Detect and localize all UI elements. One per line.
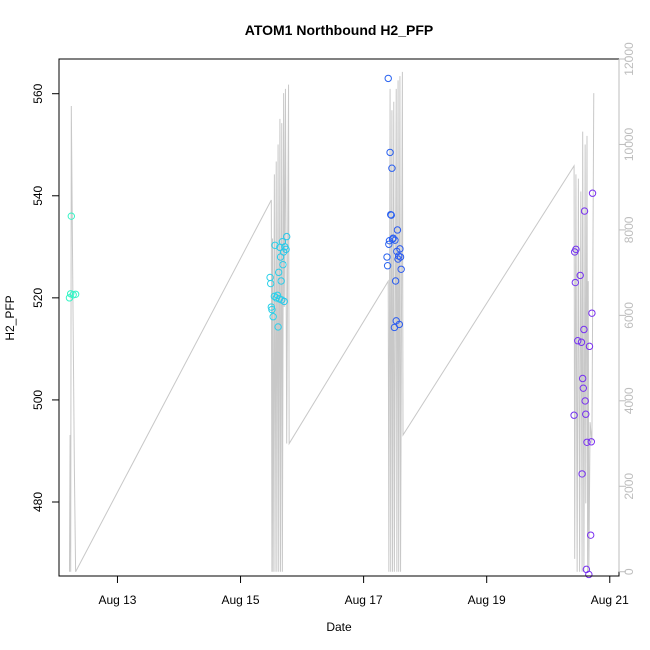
y2-tick-label: 8000 [622,216,636,243]
data-point [578,374,587,383]
data-point [580,207,589,215]
data-point [571,278,580,287]
y2-tick-label: 12000 [622,42,636,76]
data-point [282,245,290,254]
x-axis: Aug 13 Aug 15 Aug 17 Aug 19 Aug 21 [98,575,629,607]
plot-frame [58,58,620,577]
data-point [580,325,588,334]
y-tick-label: 540 [31,185,45,205]
data-point [386,148,394,157]
y2-tick-label: 2000 [622,473,636,500]
data-point [572,245,580,254]
data-point [397,265,405,273]
data-point [579,384,588,392]
data-point [587,438,596,446]
chart-title: ATOM1 Northbound H2_PFP [245,22,433,38]
data-point [581,397,589,405]
data-point [387,211,396,219]
data-point [396,245,404,253]
data-point [391,236,399,244]
data-point [388,164,396,172]
data-point [394,255,402,263]
data-point [274,268,283,277]
x-tick-label: Aug 15 [222,593,260,607]
data-point [395,320,404,329]
x-tick-label: Aug 21 [591,593,629,607]
data-point [585,570,593,579]
data-point [271,241,279,249]
data-point [578,470,586,478]
data-point [280,297,288,306]
y-tick-label: 520 [31,288,45,308]
data-point [385,240,393,248]
y-tick-label: 560 [31,83,45,103]
data-point [576,271,584,280]
y-tick-label: 480 [31,492,45,512]
x-tick-label: Aug 19 [468,593,506,607]
data-point [588,309,596,317]
data-point [71,290,80,298]
y2-tick-label: 10000 [622,127,636,161]
data-point [277,277,285,285]
data-point [384,74,392,83]
data-point [273,291,282,299]
data-point [274,323,282,331]
data-point [574,337,582,345]
points-layer [65,74,597,579]
x-tick-label: Aug 17 [345,593,383,607]
y2-tick-label: 4000 [622,387,636,414]
data-point [582,410,590,418]
data-point [577,338,586,346]
data-point [383,261,392,270]
data-point [282,232,291,241]
y-axis-right: 0 2000 4000 6000 8000 10000 12000 [618,42,636,575]
x-tick-label: Aug 13 [98,593,136,607]
secondary-series-line [68,71,595,572]
data-point [389,234,397,242]
data-point [583,438,591,446]
x-axis-label: Date [326,620,352,634]
data-point [570,411,578,419]
data-point [67,212,76,220]
data-point [266,279,275,288]
data-point [393,226,402,234]
data-point [391,277,400,285]
data-point [588,189,597,197]
data-point [268,305,276,314]
data-point [396,253,405,261]
y2-tick-label: 0 [622,568,636,575]
y-tick-label: 500 [31,390,45,410]
data-point [279,260,287,269]
secondary-series-layer [68,71,595,572]
y2-tick-label: 6000 [622,302,636,329]
data-point [586,531,595,539]
data-point [279,248,288,256]
data-point [269,313,277,321]
y-axis-left: 480 500 520 540 560 [31,83,60,512]
data-point [383,253,391,261]
data-point [394,252,403,260]
y-axis-label: H2_PFP [3,295,17,340]
data-point [585,342,594,351]
